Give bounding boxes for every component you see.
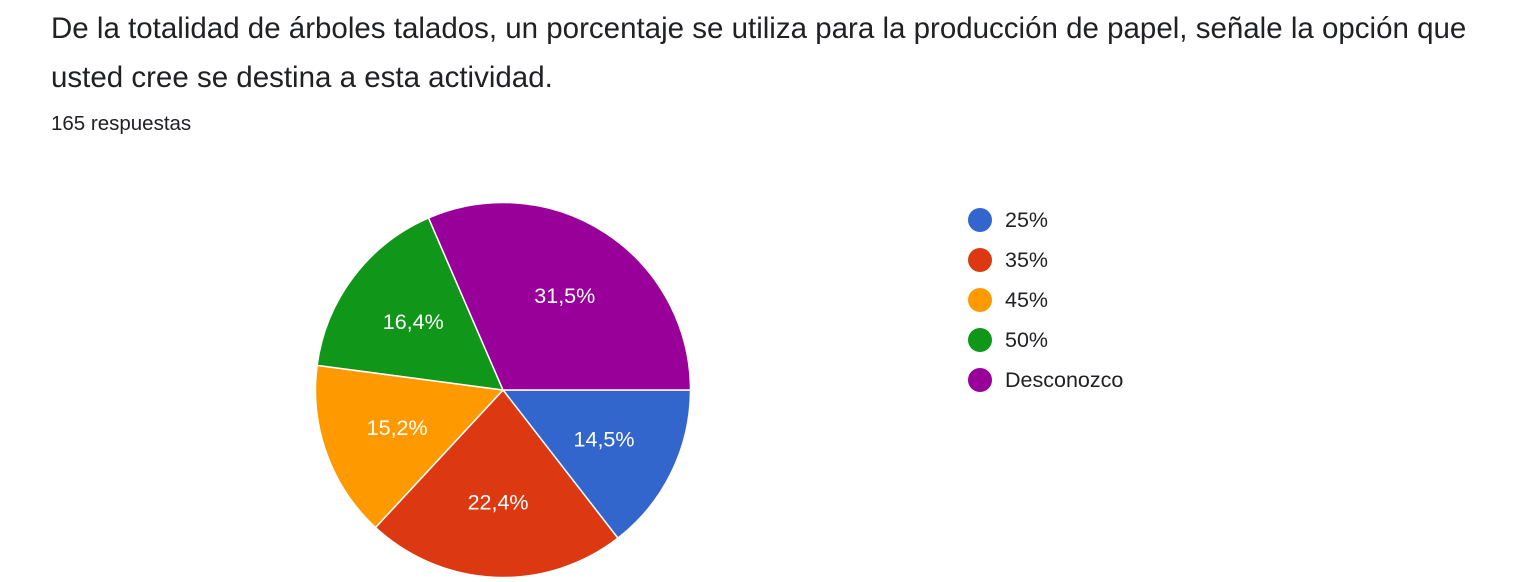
legend-swatch-icon — [968, 328, 992, 352]
pie-slices — [314, 201, 692, 579]
legend-item-4[interactable]: 50% — [968, 320, 1123, 360]
legend-swatch-icon — [968, 288, 992, 312]
pie-slice-label-3: 15,2% — [367, 416, 428, 440]
pie-slice-labels: 14,5% 22,4% 15,2% 16,4% 31,5% — [367, 284, 635, 514]
legend-swatch-icon — [968, 368, 992, 392]
legend-label: Desconozco — [1005, 367, 1124, 392]
pie-slice-1[interactable] — [501, 389, 692, 540]
pie-slice-label-1: 14,5% — [574, 427, 635, 451]
pie-slice-label-5: 31,5% — [534, 284, 595, 308]
response-count: 165 respuestas — [51, 112, 192, 135]
legend-item-3[interactable]: 45% — [968, 280, 1123, 320]
legend-item-1[interactable]: 25% — [968, 200, 1123, 240]
pie-slice-label-2: 22,4% — [468, 490, 529, 514]
question-title: De la totalidad de árboles talados, un p… — [51, 12, 1467, 94]
legend-swatch-icon — [968, 208, 992, 232]
chart-legend: 25% 35% 45% 50% Desconozco — [968, 200, 1123, 400]
pie-slice-5[interactable] — [427, 201, 692, 391]
pie-slice-4[interactable] — [316, 216, 505, 391]
pie-slice-2[interactable] — [374, 388, 619, 579]
legend-label: 45% — [1005, 287, 1049, 312]
pie-slice-3[interactable] — [314, 364, 505, 529]
legend-item-5[interactable]: Desconozco — [968, 360, 1123, 400]
legend-swatch-icon — [968, 248, 992, 272]
legend-label: 25% — [1005, 207, 1049, 232]
legend-label: 50% — [1005, 327, 1049, 352]
legend-label: 35% — [1005, 247, 1049, 272]
legend-item-2[interactable]: 35% — [968, 240, 1123, 280]
pie-slice-label-4: 16,4% — [383, 310, 444, 334]
